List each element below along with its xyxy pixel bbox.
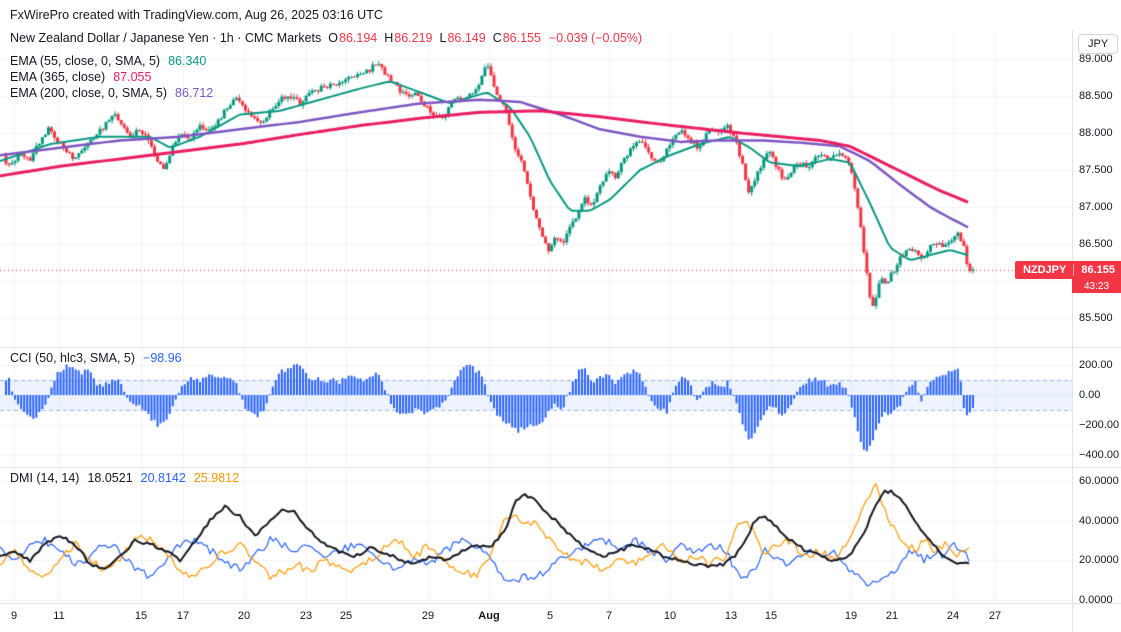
high-label: H: [384, 31, 394, 45]
low-label: L: [439, 31, 447, 45]
axis-tick-label: −200.00: [1079, 419, 1120, 431]
time-tick-label: 20: [237, 610, 251, 622]
time-tick-label: 13: [724, 610, 738, 622]
cci-legend-row[interactable]: CCI (50, hlc3, SMA, 5) −98.96: [10, 351, 182, 366]
time-tick-label: 19: [844, 610, 858, 622]
symbol-legend-row[interactable]: New Zealand Dollar / Japanese Yen · 1h ·…: [10, 31, 642, 46]
open-label: O: [328, 31, 338, 45]
price-axis[interactable]: 89.00088.50088.00087.50087.00086.50086.0…: [1073, 30, 1121, 347]
cci-value: −98.96: [143, 351, 182, 365]
axis-tick-label: 88.500: [1079, 90, 1113, 102]
axis-tick-label: 20.0000: [1079, 554, 1119, 567]
time-tick-label: 17: [176, 610, 190, 622]
bar-countdown: 43:23: [1072, 279, 1121, 293]
ema200-legend-row[interactable]: EMA (200, close, 0, SMA, 5) 86.712: [10, 86, 642, 101]
ema200-label: EMA (200, close, 0, SMA, 5): [10, 86, 168, 100]
axis-tick-label: 86.500: [1079, 238, 1113, 250]
change-value: −0.039 (−0.05%): [548, 31, 643, 45]
low-value: 86.149: [447, 31, 486, 45]
high-value: 86.219: [394, 31, 433, 45]
dmi-adx-value: 18.0521: [87, 471, 133, 485]
price-axis-separator: [1072, 30, 1073, 632]
time-axis-separator: [0, 603, 1121, 604]
close-label: C: [492, 31, 502, 45]
axis-tick-label: 200.00: [1079, 359, 1113, 371]
close-value: 86.155: [502, 31, 541, 45]
open-value: 86.194: [339, 31, 378, 45]
axis-tick-label: 60.0000: [1079, 475, 1119, 487]
time-tick-label: 11: [53, 610, 65, 622]
attribution-text: FxWirePro created with TradingView.com, …: [10, 8, 383, 22]
last-price-symbol: NZDJPY: [1023, 264, 1075, 276]
dmi-axis[interactable]: 60.0000 40.0000 20.0000 0.0000: [1073, 467, 1121, 606]
last-price-value: 86.155: [1081, 264, 1115, 276]
dmi-pane-canvas[interactable]: [0, 467, 1072, 603]
cci-pane-canvas[interactable]: [0, 347, 1072, 467]
time-tick-label: 15: [134, 610, 148, 622]
ema365-legend-row[interactable]: EMA (365, close) 87.055: [10, 70, 642, 85]
dmi-legend: DMI (14, 14) 18.0521 20.8142 25.9812: [10, 471, 239, 487]
price-pane-canvas[interactable]: [0, 30, 1072, 347]
time-tick-label: 7: [605, 610, 613, 622]
time-tick-label: 25: [339, 610, 353, 622]
time-tick-label: 9: [10, 610, 18, 622]
time-tick-label: 27: [988, 610, 1002, 622]
axis-tick-label: −400.00: [1079, 449, 1120, 461]
axis-tick-label: 0.00: [1079, 389, 1101, 401]
time-tick-label: 29: [421, 610, 435, 622]
ema365-label: EMA (365, close): [10, 70, 106, 84]
legend: New Zealand Dollar / Japanese Yen · 1h ·…: [10, 31, 642, 102]
dmi-label: DMI (14, 14): [10, 471, 80, 485]
axis-tick-label: 89.000: [1079, 53, 1113, 65]
last-price-label: NZDJPY 86.155: [1014, 261, 1121, 279]
cci-legend: CCI (50, hlc3, SMA, 5) −98.96: [10, 351, 182, 367]
axis-tick-label: 87.500: [1079, 164, 1113, 176]
axis-tick-label: 85.500: [1079, 312, 1113, 324]
axis-tick-label: 0.0000: [1079, 594, 1113, 606]
symbol-title: New Zealand Dollar / Japanese Yen · 1h ·…: [10, 31, 322, 45]
pane-separator[interactable]: [0, 347, 1121, 348]
time-tick-label: 15: [764, 610, 778, 622]
time-tick-label: 10: [663, 610, 677, 622]
ema55-label: EMA (55, close, 0, SMA, 5): [10, 54, 161, 68]
cci-axis[interactable]: 200.00 0.00 −200.00 −400.00: [1073, 347, 1121, 467]
cci-label: CCI (50, hlc3, SMA, 5): [10, 351, 136, 365]
axis-tick-label: 87.000: [1079, 201, 1113, 213]
ema55-value: 86.340: [168, 54, 207, 68]
time-tick-label: 23: [299, 610, 313, 622]
dmi-legend-row[interactable]: DMI (14, 14) 18.0521 20.8142 25.9812: [10, 471, 239, 486]
ema55-legend-row[interactable]: EMA (55, close, 0, SMA, 5) 86.340: [10, 54, 642, 69]
currency-button[interactable]: JPY: [1078, 34, 1119, 54]
time-axis[interactable]: 9 11 15 17 20 23 25 29 Aug 5 7 10 13 15 19 21 24 27: [0, 603, 1072, 632]
pane-separator[interactable]: [0, 467, 1121, 468]
dmi-plus-di-value: 20.8142: [140, 471, 186, 485]
time-tick-label: 21: [885, 610, 899, 622]
dmi-minus-di-value: 25.9812: [193, 471, 240, 485]
axis-tick-label: 88.000: [1079, 127, 1113, 139]
ema365-value: 87.055: [113, 70, 152, 84]
time-tick-label: 5: [546, 610, 554, 622]
axis-tick-label: 40.0000: [1079, 514, 1119, 527]
time-tick-label: Aug: [478, 610, 500, 622]
ema200-value: 86.712: [175, 86, 214, 100]
time-tick-label: 24: [946, 610, 960, 622]
